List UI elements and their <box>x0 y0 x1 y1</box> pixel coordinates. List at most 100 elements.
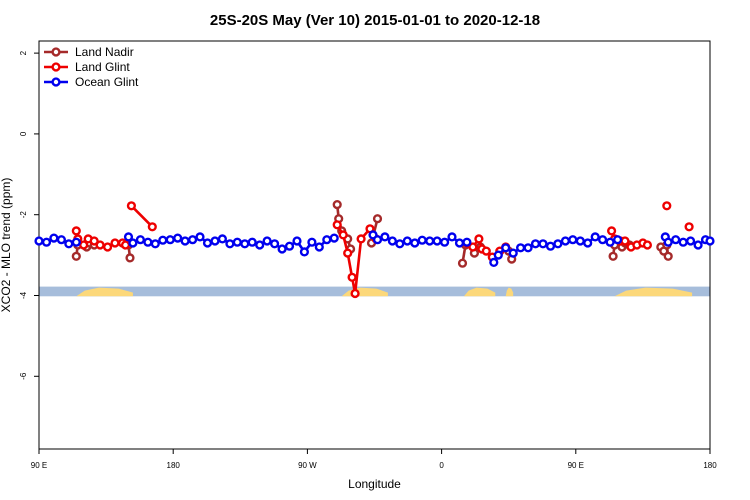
data-point-2-0-2 <box>49 233 59 243</box>
x-tick-label-0: 90 E <box>31 461 47 470</box>
data-point-1-0-5 <box>95 240 105 250</box>
map-strip <box>39 286 710 297</box>
data-point-2-0-1 <box>41 237 52 247</box>
data-point-2-0-3 <box>56 235 67 245</box>
data-point-2-3-6 <box>530 239 541 249</box>
legend-label-0: Land Nadir <box>75 45 134 59</box>
data-point-2-1-21 <box>277 244 287 254</box>
data-point-2-3-2 <box>501 243 511 253</box>
data-point-2-1-17 <box>247 237 257 247</box>
data-point-0-0-0 <box>71 251 81 261</box>
data-point-2-2-2 <box>380 232 390 242</box>
data-point-2-4-4 <box>685 236 696 246</box>
y-tick-label-2: -2 <box>19 211 28 219</box>
x-tick-label-2: 90 W <box>298 461 317 470</box>
data-point-2-4-7 <box>705 236 715 246</box>
data-point-2-1-16 <box>240 239 250 249</box>
data-point-2-2-10 <box>440 237 450 247</box>
land-region-4 <box>614 287 693 297</box>
legend-marker-2 <box>51 77 61 87</box>
land-region-3 <box>505 287 514 297</box>
data-point-2-2-6 <box>410 238 420 248</box>
data-point-1-0-2 <box>79 240 89 250</box>
y-tick-label-1: 0 <box>19 131 28 136</box>
data-point-2-3-15 <box>597 235 608 245</box>
data-point-2-1-11 <box>202 238 213 248</box>
data-point-1-0-7 <box>110 238 120 248</box>
data-point-2-3-5 <box>523 243 533 253</box>
data-point-2-1-12 <box>210 236 220 246</box>
land-region-2 <box>463 287 496 297</box>
data-point-2-1-26 <box>314 242 324 252</box>
data-point-2-1-24 <box>299 247 310 257</box>
chart-title: 25S-20S May (Ver 10) 2015-01-01 to 2020-… <box>210 12 540 29</box>
data-point-1-4-0 <box>606 226 617 236</box>
legend-label-2: Ocean Glint <box>75 75 139 89</box>
x-axis: 90 E 180 90 W 0 90 E 180 <box>31 449 717 470</box>
data-point-1-2-3 <box>347 272 357 282</box>
data-point-2-3-16 <box>605 237 615 247</box>
data-point-2-3-4 <box>515 243 526 253</box>
data-point-2-2-5 <box>402 236 412 246</box>
data-point-2-1-14 <box>225 239 235 249</box>
data-point-2-4-2 <box>671 235 681 245</box>
data-point-1-4-7 <box>642 240 653 250</box>
data-point-2-1-3 <box>143 237 153 247</box>
x-tick-label-4: 90 E <box>568 461 584 470</box>
series-line-1-1 <box>130 204 154 228</box>
y-axis: 2 0 -2 -4 -6 <box>19 50 39 380</box>
data-point-1-3-4 <box>481 246 491 256</box>
data-point-1-3-2 <box>474 234 484 244</box>
data-point-2-2-1 <box>372 235 383 245</box>
data-point-2-1-27 <box>322 235 332 245</box>
data-point-1-5-0 <box>662 201 672 211</box>
legend-label-1: Land Glint <box>75 60 130 74</box>
data-point-2-4-5 <box>693 240 703 250</box>
data-point-2-2-12 <box>454 238 465 248</box>
data-point-2-2-8 <box>425 236 435 246</box>
series-land-glint <box>71 201 694 299</box>
data-point-2-3-17 <box>612 235 623 245</box>
data-point-1-2-1 <box>338 230 348 240</box>
data-point-2-0-0 <box>34 236 44 246</box>
data-point-2-4-3 <box>678 237 688 247</box>
data-point-2-3-9 <box>553 239 563 249</box>
data-point-2-1-4 <box>150 239 160 249</box>
data-point-2-1-7 <box>173 233 183 243</box>
data-point-1-0-6 <box>102 242 113 252</box>
data-point-0-3-0 <box>332 200 342 210</box>
data-point-1-0-0 <box>71 226 81 236</box>
y-tick-label-3: -4 <box>19 291 28 299</box>
data-point-1-1-1 <box>147 222 157 232</box>
data-point-0-5-0 <box>457 258 468 268</box>
data-point-2-2-4 <box>395 239 405 249</box>
series-ocean-glint <box>34 230 715 268</box>
data-point-2-1-23 <box>292 236 302 246</box>
data-point-2-1-18 <box>255 240 265 250</box>
data-point-2-1-0 <box>123 232 134 242</box>
data-point-2-2-11 <box>447 232 457 242</box>
data-point-2-1-6 <box>165 235 175 245</box>
data-point-2-3-1 <box>493 250 503 260</box>
data-point-1-6-0 <box>684 222 694 232</box>
land-region-0 <box>76 287 133 297</box>
data-point-2-1-13 <box>217 234 228 244</box>
data-point-0-4-1 <box>372 214 383 224</box>
data-point-2-2-9 <box>432 236 442 246</box>
data-point-2-0-4 <box>64 239 74 249</box>
x-tick-label-5: 180 <box>703 461 717 470</box>
data-point-1-4-3 <box>620 236 630 246</box>
data-point-2-3-0 <box>489 257 499 268</box>
y-axis-label: XCO2 - MLO trend (ppm) <box>0 178 13 313</box>
data-point-0-2-1 <box>125 253 135 263</box>
legend-marker-1 <box>51 62 61 72</box>
data-point-1-2-4 <box>350 288 360 299</box>
data-point-2-2-13 <box>462 237 472 247</box>
series-group <box>34 200 715 299</box>
data-point-0-8-0 <box>608 251 618 261</box>
data-point-2-1-2 <box>135 235 146 245</box>
data-point-0-10-3 <box>663 251 673 261</box>
data-point-1-3-1 <box>468 242 478 252</box>
data-point-1-0-4 <box>89 236 99 246</box>
